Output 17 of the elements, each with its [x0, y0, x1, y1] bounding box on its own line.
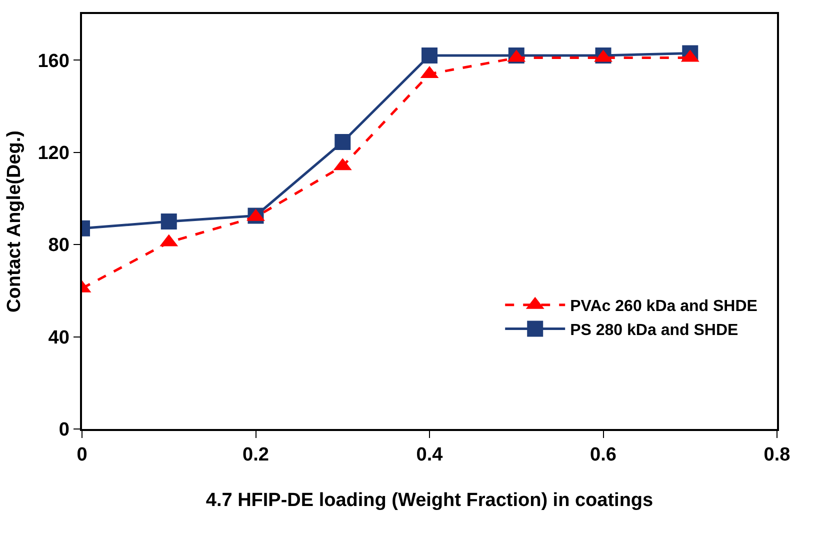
- x-tick-label: 0.4: [416, 444, 444, 466]
- y-tick-label: 120: [38, 142, 70, 164]
- x-tick-label: 0.8: [764, 444, 790, 466]
- x-axis-title: 4.7 HFIP-DE loading (Weight Fraction) in coatings: [206, 490, 654, 511]
- legend-label: PVAc 260 kDa and SHDE: [570, 298, 758, 316]
- y-axis-title: Contact Angle(Deg.): [4, 130, 26, 312]
- x-tick-label: 0.2: [242, 444, 269, 466]
- legend-label: PS 280 kDa and SHDE: [570, 322, 738, 339]
- x-tick-label: 0.6: [590, 444, 616, 466]
- y-tick-label: 160: [38, 50, 70, 72]
- y-tick-label: 40: [48, 327, 70, 348]
- point: [334, 134, 351, 150]
- x-tick-label: 0: [76, 444, 88, 466]
- point: [160, 214, 177, 230]
- y-tick-label: 0: [58, 420, 70, 441]
- y-tick-label: 80: [48, 235, 70, 256]
- point: [422, 48, 438, 64]
